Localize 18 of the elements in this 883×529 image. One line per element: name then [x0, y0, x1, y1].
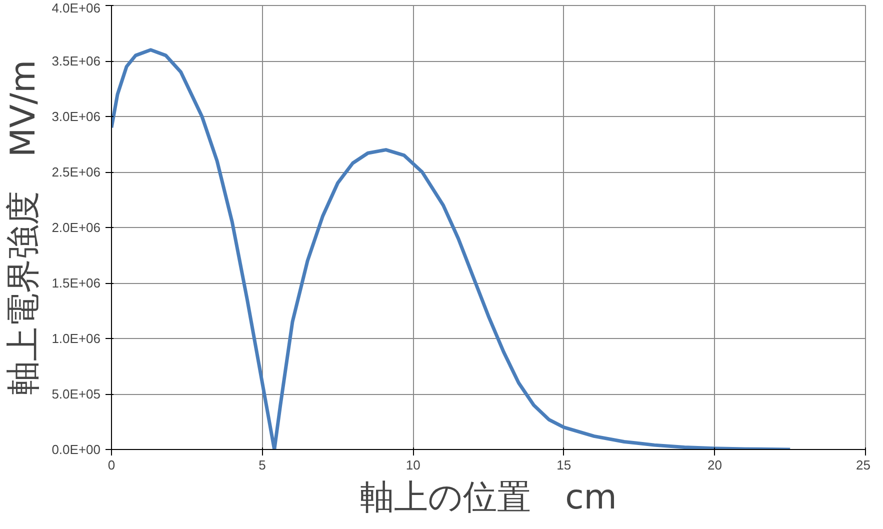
y-tick-label: 2.0E+06: [52, 220, 100, 235]
y-tick-label: 1.0E+06: [52, 331, 100, 346]
y-tick-label: 3.5E+06: [52, 54, 100, 68]
x-tick-label: 10: [406, 458, 420, 472]
x-tick-label: 25: [856, 458, 871, 472]
x-tick-label: 5: [258, 458, 266, 472]
x-axis-title: 軸上の位置 cm: [360, 478, 617, 518]
y-tick-label: 1.5E+06: [52, 276, 100, 290]
x-tick-label: 0: [108, 458, 116, 472]
x-tick-label: 15: [556, 458, 572, 472]
y-tick-label: 3.0E+06: [52, 109, 100, 124]
y-tick-label: 4.0E+06: [52, 0, 100, 16]
x-tick-label: 20: [707, 458, 722, 472]
y-tick-label: 0.0E+00: [52, 442, 100, 457]
line-series: [112, 48, 792, 450]
y-axis-title: 軸上電界強度 MV/m: [4, 60, 44, 396]
y-tick-label: 2.5E+06: [52, 164, 100, 180]
y-tick-label: 5.0E+05: [52, 386, 100, 402]
